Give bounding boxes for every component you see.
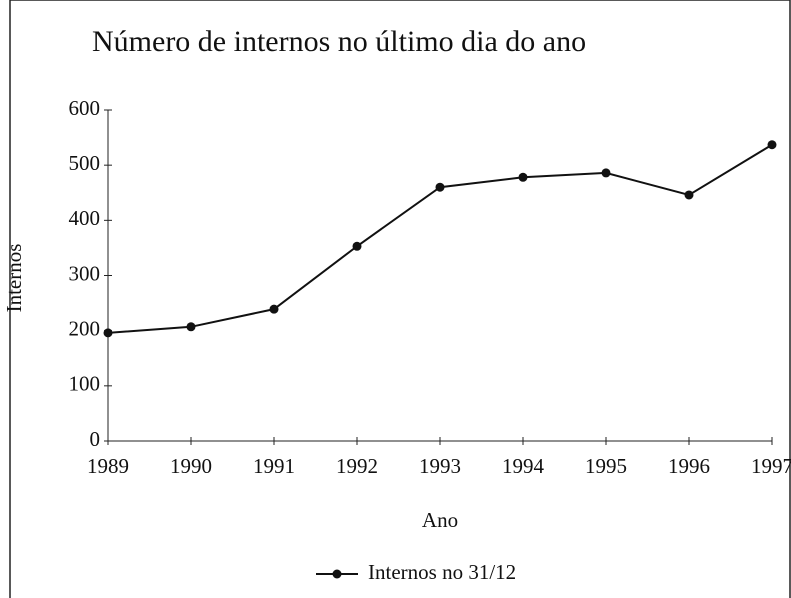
data-point [186,322,196,332]
data-point [601,168,611,178]
chart-title: Número de internos no último dia do ano [92,25,586,58]
x-tick-label: 1990 [170,454,212,478]
series-line [107,143,773,334]
y-tick-label: 200 [69,316,101,340]
y-tick-label: 100 [69,372,101,396]
x-tick-label: 1996 [668,454,710,478]
x-tick-label: 1994 [502,454,545,478]
data-point [352,241,362,251]
frame [9,0,791,598]
legend-marker [332,569,342,579]
legend-label: Internos no 31/12 [368,560,516,584]
y-tick-label: 0 [90,427,101,451]
y-tick-label: 600 [69,96,101,120]
y-tick-label: 300 [69,261,101,285]
x-tick-label: 1997 [751,454,791,478]
data-point [767,140,777,150]
y-tick-label: 500 [69,151,101,175]
x-tick-label: 1991 [253,454,295,478]
x-tick-label: 1993 [419,454,461,478]
x-axis-label: Ano [422,508,458,532]
x-tick-label: 1995 [585,454,627,478]
data-point [435,182,445,192]
data-point [269,304,279,314]
x-tick-label: 1989 [87,454,129,478]
y-axis-label: Internos [2,244,26,313]
x-tick-label: 1992 [336,454,378,478]
y-tick-label: 400 [69,206,101,230]
data-point [684,190,694,200]
data-point [103,328,113,338]
data-point [518,172,528,182]
